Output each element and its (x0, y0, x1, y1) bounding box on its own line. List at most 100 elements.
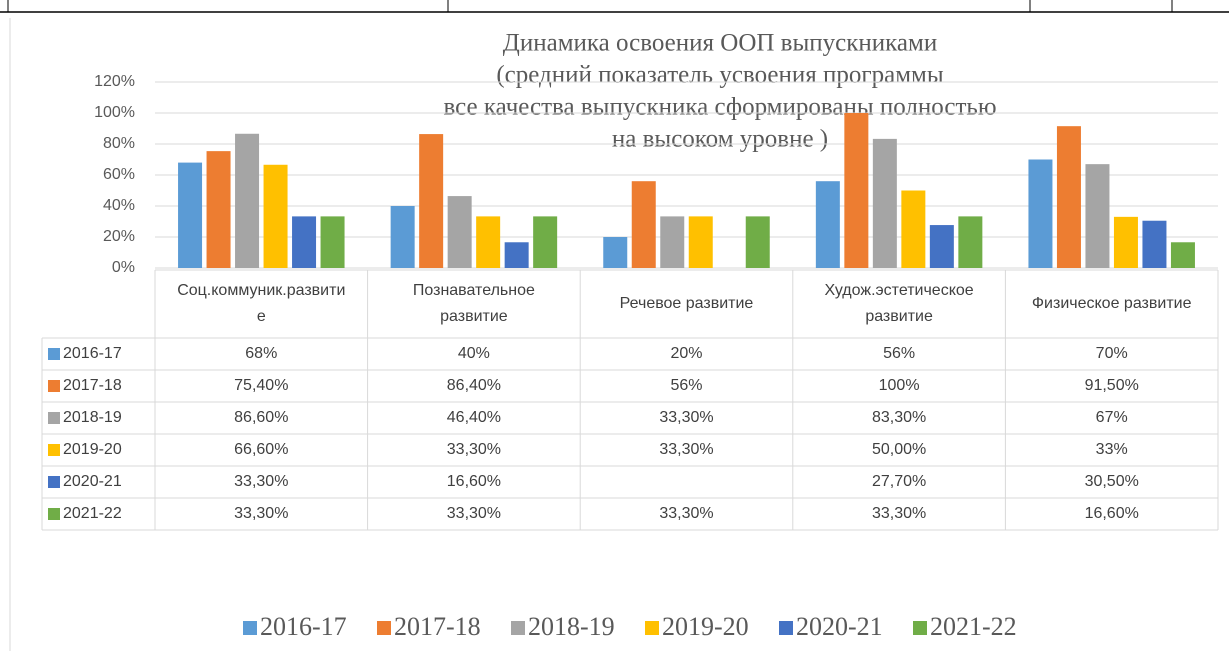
table-cell: 68% (245, 345, 277, 362)
bar (419, 134, 444, 268)
legend-label: 2016-17 (260, 612, 347, 641)
category-label: Познавательное развитие (412, 282, 535, 325)
bar (1056, 126, 1081, 268)
table-cell: 20% (670, 345, 702, 362)
chart-title: Динамика освоения ООП выпускниками (503, 30, 937, 57)
table-cell: 30,50% (1085, 473, 1139, 490)
bar (872, 138, 897, 268)
category-label: Соц.коммуник.развитие (177, 282, 346, 325)
legend-key (913, 621, 927, 635)
series-name: 2018-19 (63, 409, 122, 426)
table-cell: 56% (670, 377, 702, 394)
chart-title: на высоком уровне ) (612, 126, 828, 153)
category-label: Худож.эстетическое развитие (824, 282, 974, 325)
y-tick-label: 120% (94, 73, 135, 90)
bar (447, 196, 472, 268)
y-tick-label: 40% (103, 197, 135, 214)
legend-key (645, 621, 659, 635)
bar (631, 181, 656, 268)
bar (688, 216, 713, 268)
table-cell: 33,30% (659, 441, 713, 458)
chart-title: все качества выпускника сформированы пол… (443, 94, 996, 121)
bar (660, 216, 685, 268)
series-name: 2020-21 (63, 473, 122, 490)
table-cell: 33,30% (872, 505, 926, 522)
table-cell: 100% (879, 377, 920, 394)
bar (263, 164, 288, 268)
table-cell: 83,30% (872, 409, 926, 426)
series-name: 2019-20 (63, 441, 122, 458)
table-cell: 56% (883, 345, 915, 362)
bar (958, 216, 983, 268)
table-cell: 33,30% (234, 505, 288, 522)
bar (292, 216, 317, 268)
bar (1142, 220, 1167, 268)
table-cell: 75,40% (234, 377, 288, 394)
table-cell: 16,60% (1085, 505, 1139, 522)
legend-key (48, 348, 60, 360)
legend-label: 2020-21 (796, 612, 883, 641)
bar (815, 181, 840, 268)
legend-key (48, 508, 60, 520)
bar (745, 216, 770, 268)
series-name: 2016-17 (63, 345, 122, 362)
series-name: 2017-18 (63, 377, 122, 394)
legend-key (48, 412, 60, 424)
table-cell: 67% (1096, 409, 1128, 426)
table-cell: 66,60% (234, 441, 288, 458)
bar (504, 242, 529, 268)
bar (1170, 242, 1195, 268)
bar (1085, 164, 1110, 268)
legend-label: 2021-22 (930, 612, 1017, 641)
legend-key (48, 380, 60, 392)
table-cell: 70% (1096, 345, 1128, 362)
table-cell: 33,30% (447, 505, 501, 522)
legend-label: 2018-19 (528, 612, 615, 641)
bar (533, 216, 558, 268)
legend-key (48, 444, 60, 456)
legend-label: 2019-20 (662, 612, 749, 641)
bar (206, 151, 231, 268)
table-cell: 40% (458, 345, 490, 362)
series-name: 2021-22 (63, 505, 122, 522)
chart-title: (средний показатель усвоения программы (496, 62, 944, 89)
bar (1113, 216, 1138, 268)
table-cell: 46,40% (447, 409, 501, 426)
bar (929, 225, 954, 268)
category-label: Речевое развитие (619, 295, 754, 312)
table-cell: 33,30% (234, 473, 288, 490)
table-cell: 33,30% (659, 505, 713, 522)
table-cell: 86,40% (447, 377, 501, 394)
table-cell: 33% (1096, 441, 1128, 458)
legend-key (511, 621, 525, 635)
table-cell: 50,00% (872, 441, 926, 458)
bar (901, 190, 926, 268)
legend-label: 2017-18 (394, 612, 481, 641)
table-cell: 33,30% (659, 409, 713, 426)
bar (1028, 159, 1053, 268)
table-cell: 91,50% (1085, 377, 1139, 394)
category-label: Физическое развитие (1031, 295, 1192, 312)
bar (178, 162, 203, 268)
bar (320, 216, 345, 268)
y-tick-label: 60% (103, 166, 135, 183)
table-cell: 86,60% (234, 409, 288, 426)
table-cell: 16,60% (447, 473, 501, 490)
y-tick-label: 80% (103, 135, 135, 152)
legend-key (779, 621, 793, 635)
legend-key (243, 621, 257, 635)
bar (390, 206, 415, 268)
legend-key (48, 476, 60, 488)
bar (476, 216, 501, 268)
y-tick-label: 100% (94, 104, 135, 121)
bar (844, 113, 869, 268)
table-cell: 27,70% (872, 473, 926, 490)
y-tick-label: 20% (103, 228, 135, 245)
table-cell: 33,30% (447, 441, 501, 458)
y-tick-label: 0% (112, 259, 135, 276)
bar (235, 133, 260, 268)
legend-key (377, 621, 391, 635)
bar (603, 237, 628, 268)
